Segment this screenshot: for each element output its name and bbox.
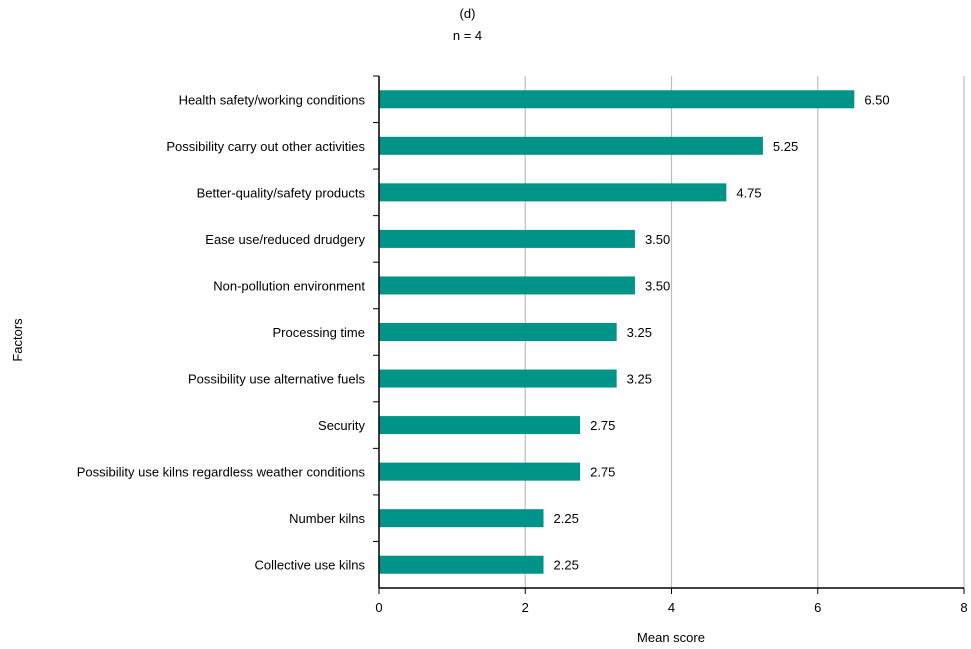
category-label: Number kilns (289, 511, 365, 526)
data-label: 3.25 (627, 372, 652, 387)
bar (379, 90, 855, 109)
data-label: 3.50 (645, 278, 670, 293)
category-label: Possibility use alternative fuels (188, 372, 366, 387)
bar (379, 555, 544, 574)
bar (379, 136, 763, 155)
category-label: Security (318, 418, 365, 433)
data-label: 6.50 (864, 92, 889, 107)
data-label: 2.75 (590, 418, 615, 433)
bar (379, 369, 617, 388)
x-tick-label: 6 (814, 600, 821, 615)
bar (379, 229, 635, 248)
category-label: Health safety/working conditions (179, 92, 366, 107)
x-tick-label: 2 (522, 600, 529, 615)
data-label: 2.25 (554, 558, 579, 573)
chart-subtitle: n = 4 (452, 28, 483, 43)
bars (379, 90, 855, 574)
bar (379, 462, 581, 481)
bar (379, 323, 617, 341)
axes (373, 75, 965, 594)
bar (379, 276, 635, 295)
category-label: Possibility use kilns regardless weather… (77, 465, 366, 480)
category-label: Ease use/reduced drudgery (205, 232, 365, 247)
bar (379, 416, 581, 435)
x-tick-label: 8 (960, 600, 967, 615)
x-tick-label: 0 (375, 600, 382, 615)
category-label: Collective use kilns (254, 558, 365, 573)
category-label: Better-quality/safety products (197, 185, 366, 200)
bar (379, 183, 727, 202)
data-label: 5.25 (773, 139, 798, 154)
category-label: Possibility carry out other activities (166, 139, 365, 154)
category-label: Non-pollution environment (213, 278, 365, 293)
data-label: 2.25 (554, 511, 579, 526)
y-axis-label: Factors (10, 318, 25, 362)
data-label: 2.75 (590, 465, 615, 480)
x-axis-label: Mean score (637, 630, 705, 645)
x-tick-label: 4 (668, 600, 675, 615)
data-label: 3.25 (627, 325, 652, 340)
chart-title: (d) (459, 6, 476, 21)
data-label: 4.75 (736, 185, 761, 200)
data-label: 3.50 (645, 232, 670, 247)
bar (379, 509, 544, 528)
labels: 0 2 4 6 8 Health safety/working conditions 6.5… (77, 92, 968, 615)
category-label: Processing time (273, 325, 365, 340)
